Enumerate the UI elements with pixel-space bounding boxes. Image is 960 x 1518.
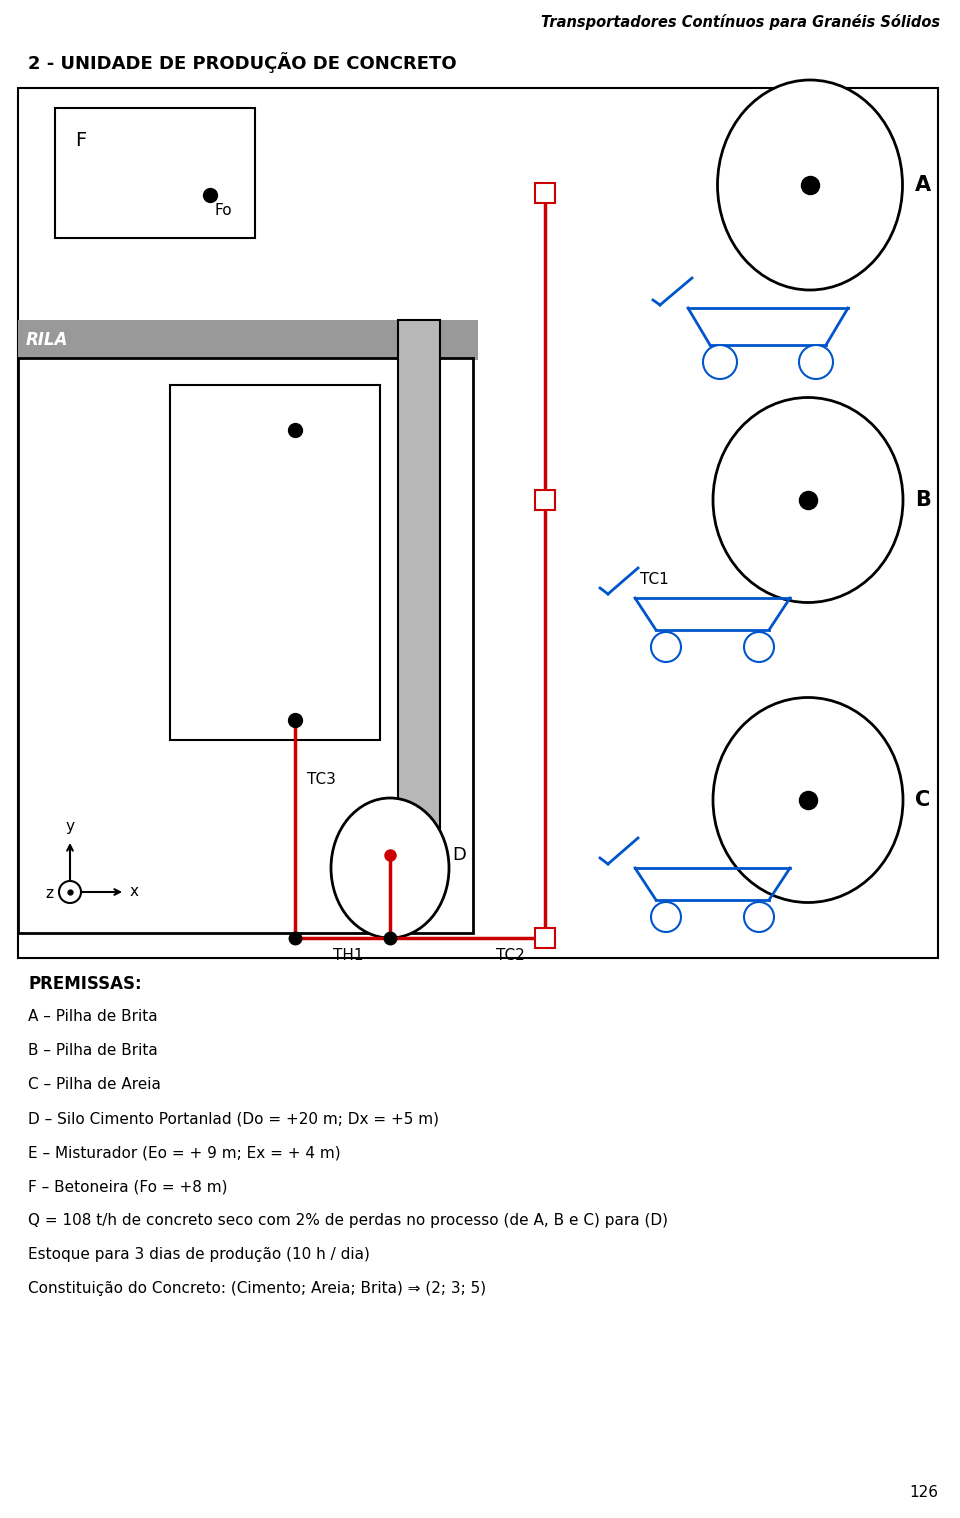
Text: Constituição do Concreto: (Cimento; Areia; Brita) ⇒ (2; 3; 5): Constituição do Concreto: (Cimento; Arei… bbox=[28, 1281, 486, 1296]
Circle shape bbox=[59, 880, 81, 903]
Bar bbox=[170, 386, 380, 739]
Bar bbox=[398, 320, 440, 880]
Bar bbox=[18, 320, 478, 360]
Text: y: y bbox=[65, 820, 75, 833]
Bar bbox=[535, 490, 555, 510]
Text: D – Silo Cimento Portanlad (Do = +20 m; Dx = +5 m): D – Silo Cimento Portanlad (Do = +20 m; … bbox=[28, 1111, 439, 1126]
Text: D: D bbox=[452, 846, 466, 864]
Text: Fo: Fo bbox=[300, 688, 318, 701]
Text: TC2: TC2 bbox=[495, 949, 524, 962]
Text: F – Betoneira (Fo = +8 m): F – Betoneira (Fo = +8 m) bbox=[28, 1179, 228, 1195]
Circle shape bbox=[703, 345, 737, 380]
Ellipse shape bbox=[713, 697, 903, 903]
Text: Transportadores Contínuos para Granéis Sólidos: Transportadores Contínuos para Granéis S… bbox=[540, 14, 940, 30]
Text: 2 - UNIDADE DE PRODUÇÃO DE CONCRETO: 2 - UNIDADE DE PRODUÇÃO DE CONCRETO bbox=[28, 52, 457, 73]
Ellipse shape bbox=[331, 798, 449, 938]
Text: TH1: TH1 bbox=[333, 949, 363, 962]
Circle shape bbox=[651, 902, 681, 932]
Bar bbox=[398, 320, 440, 880]
Text: RILA: RILA bbox=[26, 331, 68, 349]
Bar bbox=[535, 184, 555, 203]
Text: Ex: Ex bbox=[300, 439, 319, 452]
Text: A – Pilha de Brita: A – Pilha de Brita bbox=[28, 1009, 157, 1025]
Text: Fo: Fo bbox=[215, 203, 232, 219]
Ellipse shape bbox=[713, 398, 903, 603]
Text: PREMISSAS:: PREMISSAS: bbox=[28, 975, 142, 993]
Text: E: E bbox=[200, 571, 212, 589]
Circle shape bbox=[744, 631, 774, 662]
Text: Estoque para 3 dias de produção (10 h / dia): Estoque para 3 dias de produção (10 h / … bbox=[28, 1246, 370, 1261]
Bar bbox=[535, 927, 555, 949]
Bar bbox=[55, 108, 255, 238]
Text: B – Pilha de Brita: B – Pilha de Brita bbox=[28, 1043, 157, 1058]
Bar bbox=[18, 88, 938, 958]
Text: B: B bbox=[915, 490, 931, 510]
Text: Q = 108 t/h de concreto seco com 2% de perdas no processo (de A, B e C) para (D): Q = 108 t/h de concreto seco com 2% de p… bbox=[28, 1213, 668, 1228]
Text: C: C bbox=[915, 789, 930, 811]
Text: z: z bbox=[45, 887, 53, 902]
Text: E – Misturador (Eo = + 9 m; Ex = + 4 m): E – Misturador (Eo = + 9 m; Ex = + 4 m) bbox=[28, 1145, 341, 1160]
Text: TC3: TC3 bbox=[307, 773, 336, 788]
Text: A: A bbox=[915, 175, 931, 194]
Text: x: x bbox=[130, 885, 139, 900]
Circle shape bbox=[651, 631, 681, 662]
Text: C – Pilha de Areia: C – Pilha de Areia bbox=[28, 1076, 161, 1091]
Text: 126: 126 bbox=[909, 1485, 938, 1500]
Bar bbox=[18, 358, 473, 934]
Ellipse shape bbox=[717, 80, 902, 290]
Circle shape bbox=[799, 345, 833, 380]
Circle shape bbox=[744, 902, 774, 932]
Text: F: F bbox=[75, 131, 86, 149]
Text: TC1: TC1 bbox=[640, 572, 669, 587]
